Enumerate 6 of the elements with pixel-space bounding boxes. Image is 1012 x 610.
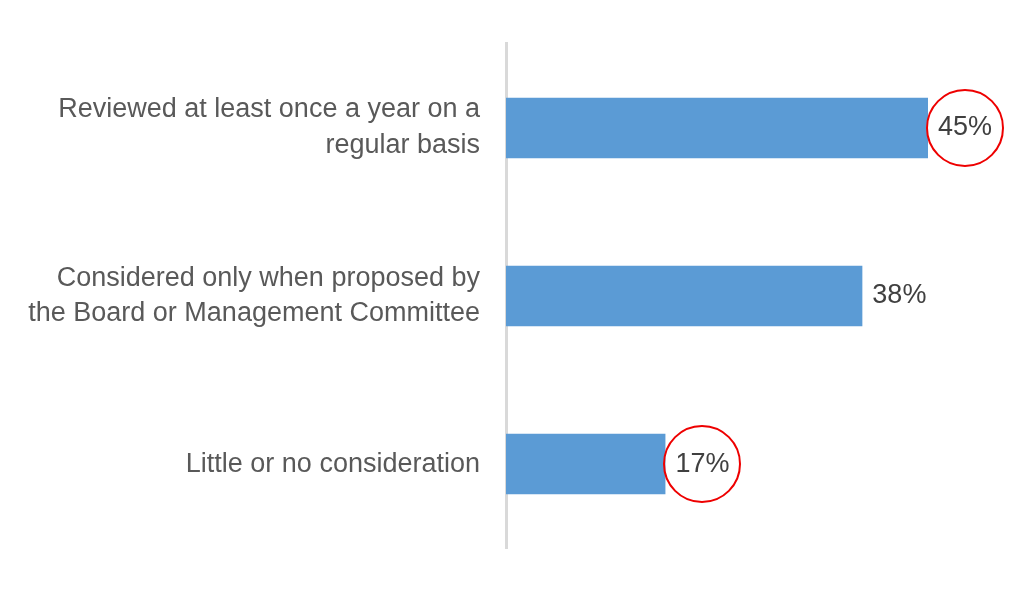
y-tick-label: Reviewed at least once a year on a regular basis	[58, 93, 481, 160]
data-label: 38%	[872, 279, 927, 310]
y-tick-label: Considered only when proposed by the Board or Management Committee	[28, 261, 481, 328]
data-label: 45%	[938, 111, 993, 142]
y-tick-label: Little or no consideration	[185, 447, 480, 478]
data-label: 17%	[675, 447, 730, 478]
